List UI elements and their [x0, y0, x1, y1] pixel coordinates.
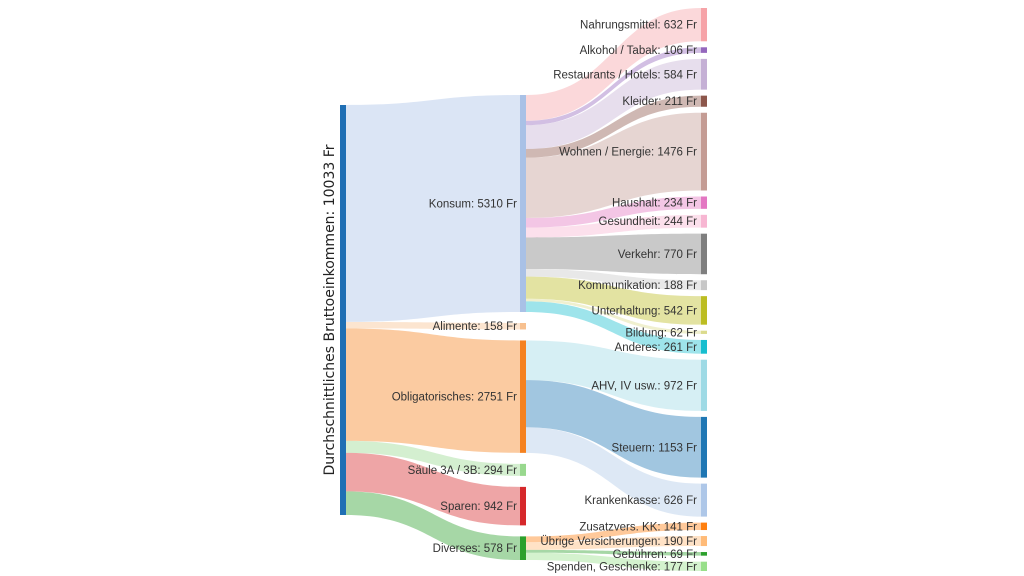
link-oblig-ahv	[526, 340, 701, 411]
node-label-wohnen: Wohnen / Energie: 1476 Fr	[559, 147, 697, 159]
node-label-kranken: Krankenkasse: 626 Fr	[584, 495, 697, 507]
node-verkehr	[701, 233, 707, 275]
node-bildung	[701, 330, 707, 334]
node-label-unterhaltung: Unterhaltung: 542 Fr	[592, 305, 698, 317]
link-konsum-kommunikation	[526, 268, 701, 291]
link-konsum-anderes	[526, 301, 701, 354]
node-label-konsum: Konsum: 5310 Fr	[429, 198, 517, 210]
node-label-gesundheit: Gesundheit: 244 Fr	[599, 216, 698, 228]
node-label-nahrung: Nahrungsmittel: 632 Fr	[580, 20, 697, 32]
link-konsum-verkehr	[526, 233, 701, 275]
node-label-spenden: Spenden, Geschenke: 177 Fr	[547, 561, 697, 573]
node-ahv	[701, 359, 707, 411]
link-konsum-gesundheit	[526, 214, 701, 238]
node-label-bildung: Bildung: 62 Fr	[625, 327, 697, 339]
sankey-nodes	[340, 8, 707, 571]
node-nahrung	[701, 8, 707, 42]
node-label-zusatz: Zusatzvers. KK: 141 Fr	[579, 521, 697, 533]
node-diverses	[520, 536, 526, 560]
node-konsum	[520, 95, 526, 312]
node-label-oblig: Obligatorisches: 2751 Fr	[392, 392, 517, 404]
link-oblig-steuern	[526, 380, 701, 478]
node-label-restaurants: Restaurants / Hotels: 584 Fr	[553, 69, 697, 81]
link-konsum-wohnen	[526, 112, 701, 218]
node-label-gebuehren: Gebühren: 69 Fr	[613, 549, 698, 561]
link-root-diverses	[346, 491, 520, 560]
link-diverses-spenden	[526, 552, 701, 571]
link-konsum-nahrung	[526, 8, 701, 121]
node-anderes	[701, 339, 707, 354]
link-oblig-kranken	[526, 427, 701, 517]
node-spenden	[701, 561, 707, 571]
node-restaurants	[701, 58, 707, 90]
link-konsum-alkohol	[526, 47, 701, 126]
node-versich	[701, 536, 707, 547]
link-root-alimente	[346, 321, 520, 330]
link-root-saeule	[346, 440, 520, 476]
link-diverses-zusatz	[526, 522, 701, 543]
node-label-diverses: Diverses: 578 Fr	[433, 543, 518, 555]
node-label-kleider: Kleider: 211 Fr	[622, 96, 697, 108]
link-konsum-unterhaltung	[526, 276, 701, 325]
node-kommunikation	[701, 280, 707, 291]
node-alkohol	[701, 47, 707, 53]
link-root-sparen	[346, 452, 520, 526]
node-label-versich: Übrige Versicherungen: 190 Fr	[540, 536, 697, 548]
link-root-konsum	[346, 95, 520, 322]
node-haushalt	[701, 196, 707, 209]
node-zusatz	[701, 522, 707, 531]
node-unterhaltung	[701, 296, 707, 325]
node-label-kommunikation: Kommunikation: 188 Fr	[578, 280, 697, 292]
node-label-sparen: Sparen: 942 Fr	[440, 501, 517, 513]
link-diverses-versich	[526, 536, 701, 550]
node-steuern	[701, 416, 707, 478]
node-gesundheit	[701, 214, 707, 228]
node-label-ahv: AHV, IV usw.: 972 Fr	[591, 380, 697, 392]
node-sparen	[520, 486, 526, 526]
node-label-steuern: Steuern: 1153 Fr	[612, 442, 698, 454]
sankey-labels: Durchschnittliches Bruttoeinkommen: 1003…	[322, 20, 697, 574]
node-label-alimente: Alimente: 158 Fr	[433, 321, 518, 333]
node-label-haushalt: Haushalt: 234 Fr	[612, 198, 697, 210]
node-kranken	[701, 483, 707, 517]
link-konsum-kleider	[526, 95, 701, 158]
sankey-links	[346, 8, 701, 571]
node-alimente	[520, 322, 526, 330]
node-oblig	[520, 340, 526, 453]
node-label-anderes: Anderes: 261 Fr	[615, 342, 698, 354]
node-kleider	[701, 95, 707, 107]
link-konsum-restaurants	[526, 58, 701, 150]
node-gebuehren	[701, 552, 707, 556]
node-label-alkohol: Alkohol / Tabak: 106 Fr	[580, 45, 698, 57]
node-label-root: Durchschnittliches Bruttoeinkommen: 1003…	[322, 144, 338, 475]
node-label-saeule: Säule 3A / 3B: 294 Fr	[408, 465, 517, 477]
link-root-oblig	[346, 328, 520, 453]
node-saeule	[520, 463, 526, 476]
link-konsum-bildung	[526, 298, 701, 334]
node-wohnen	[701, 112, 707, 191]
link-konsum-haushalt	[526, 196, 701, 228]
link-diverses-gebuehren	[526, 549, 701, 556]
node-label-verkehr: Verkehr: 770 Fr	[618, 249, 697, 261]
node-root	[340, 105, 346, 515]
